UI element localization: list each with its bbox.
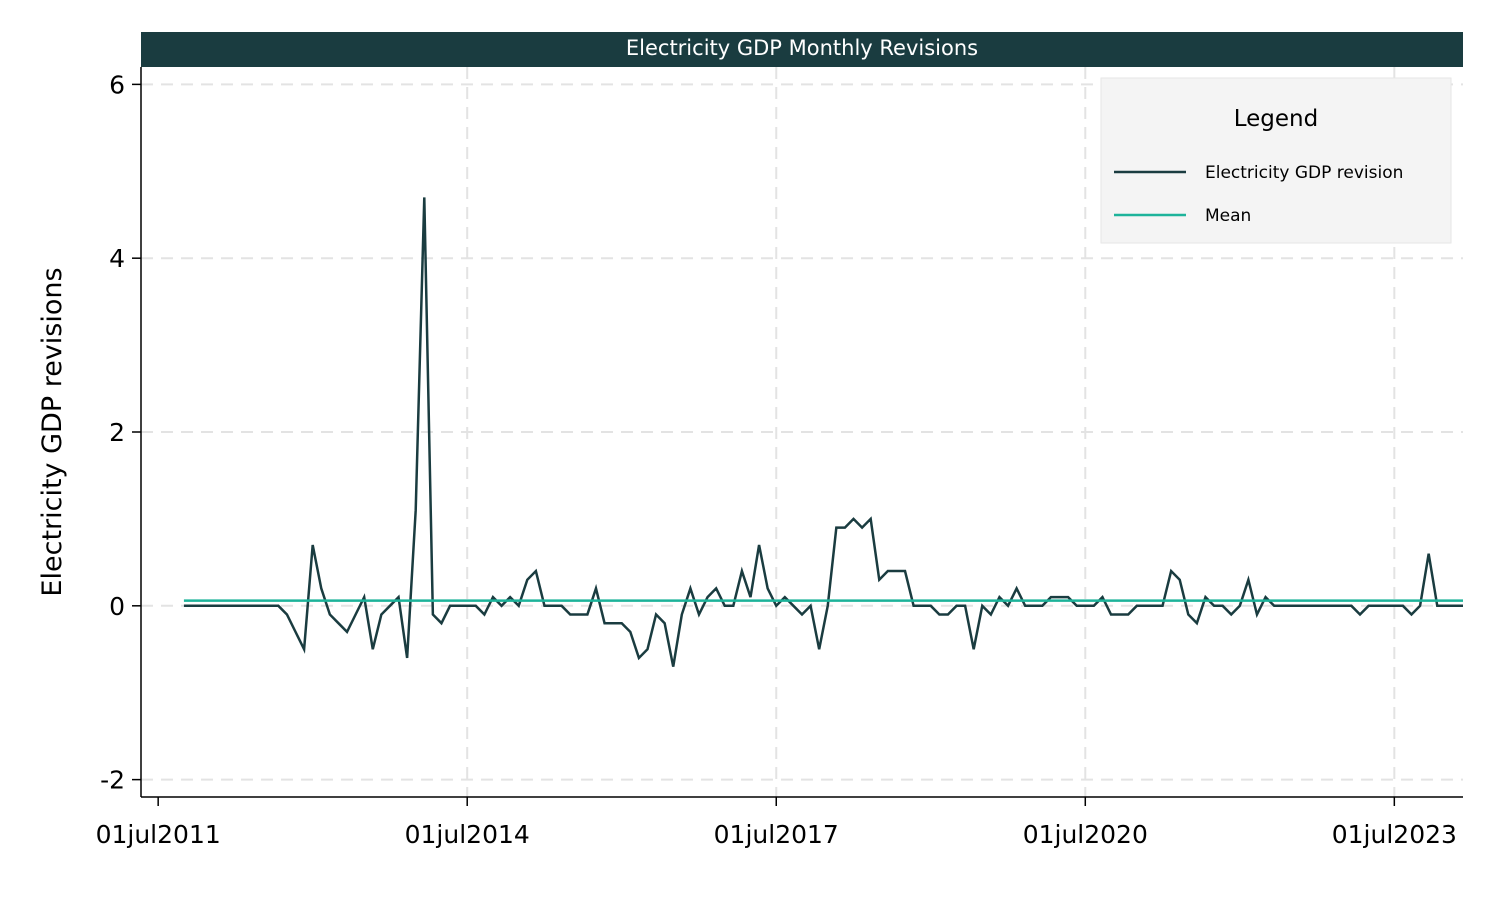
x-tick-label: 01jul2014 <box>405 820 530 849</box>
legend: Legend Electricity GDP revision Mean <box>1100 77 1452 244</box>
y-tick-label: 2 <box>109 418 125 447</box>
x-tick-label: 01jul2023 <box>1332 820 1457 849</box>
y-tick-label: 6 <box>109 70 125 99</box>
x-tick-label: 01jul2020 <box>1023 820 1148 849</box>
gridlines <box>141 67 1463 797</box>
legend-label-revision: Electricity GDP revision <box>1205 163 1403 183</box>
title-bar: Electricity GDP Monthly Revisions <box>141 32 1463 67</box>
x-tick-label: 01jul2017 <box>714 820 839 849</box>
series-layer <box>183 197 1463 667</box>
x-tick-label: 01jul2011 <box>96 820 221 849</box>
x-axis-ticks: 01jul2011 01jul2014 01jul2017 01jul2020 01ju… <box>96 797 1457 849</box>
legend-label-mean: Mean <box>1205 206 1251 226</box>
y-tick-label: 4 <box>109 244 125 273</box>
y-tick-label: 0 <box>109 592 125 621</box>
legend-box <box>1100 77 1452 244</box>
legend-title: Legend <box>1234 106 1319 132</box>
series-line-revision <box>183 197 1463 667</box>
y-axis-title: Electricity GDP revisions <box>37 267 68 596</box>
chart-title: Electricity GDP Monthly Revisions <box>626 36 978 60</box>
y-axis-ticks: -2 0 2 4 6 <box>100 70 141 795</box>
y-tick-label: -2 <box>100 766 125 795</box>
title-background <box>141 32 1463 67</box>
